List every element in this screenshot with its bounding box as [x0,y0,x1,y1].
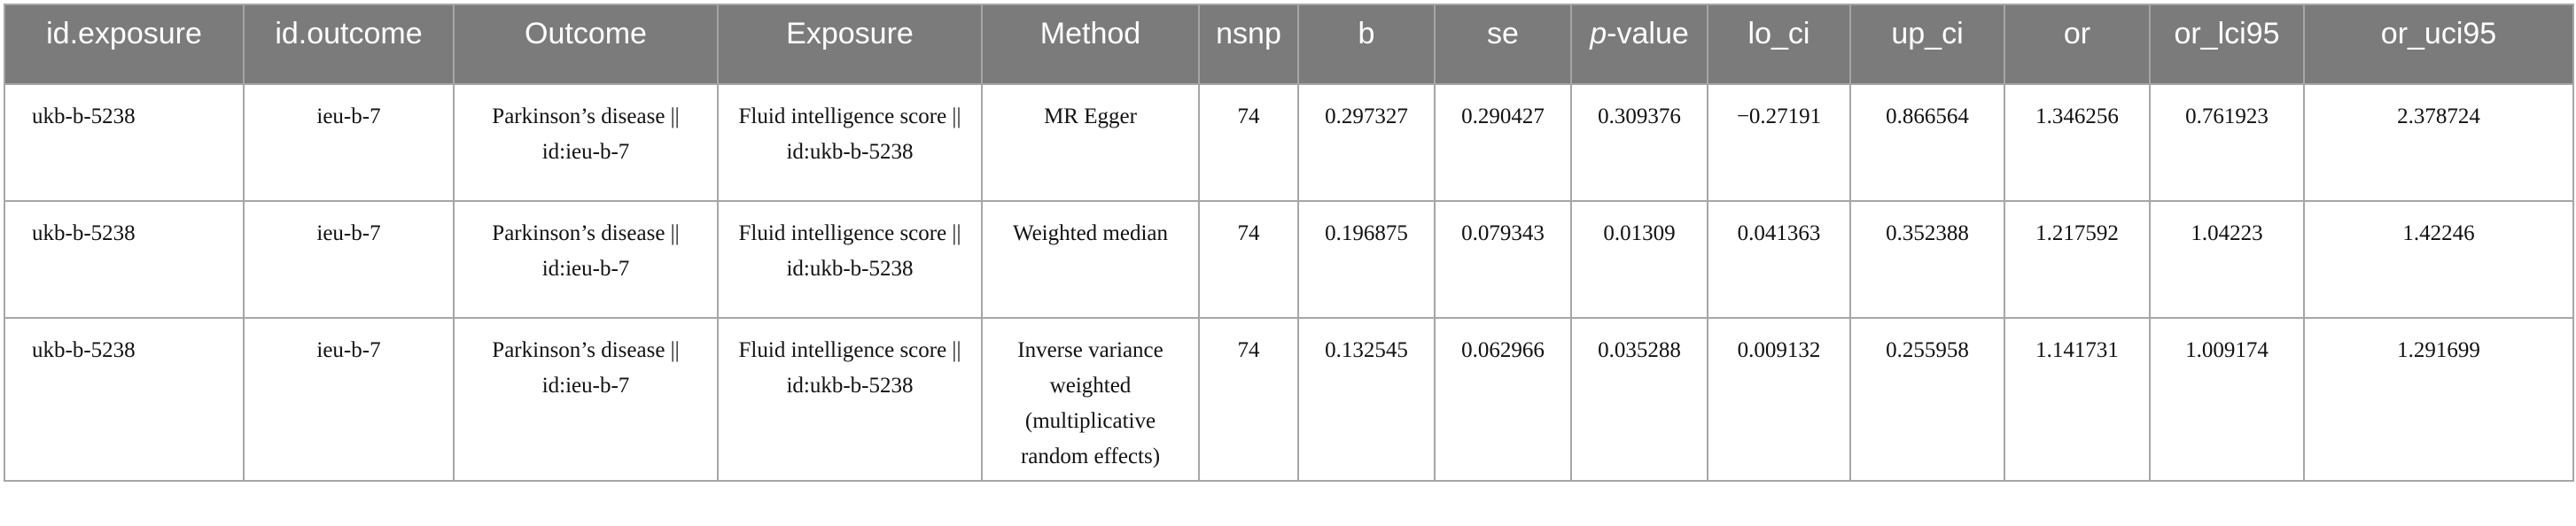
header-or-uci95: or_uci95 [2303,4,2574,85]
cell-p-value: 0.309376 [1570,83,1708,202]
cell-id-outcome: ieu-b-7 [243,317,455,482]
cell-id-exposure: ukb-b-5238 [4,200,245,319]
cell-or: 1.346256 [2004,83,2151,202]
cell-outcome: Parkinson’s disease || id:ieu-b-7 [453,83,719,202]
cell-outcome: Parkinson’s disease || id:ieu-b-7 [453,200,719,319]
cell-or-lci95: 1.009174 [2149,317,2305,482]
cell-method: Weighted median [981,200,1200,319]
cell-p-value: 0.035288 [1570,317,1708,482]
header-row: id.exposure id.outcome Outcome Exposure … [4,4,2574,85]
cell-lo-ci: 0.041363 [1707,200,1851,319]
header-id-exposure: id.exposure [4,4,245,85]
header-id-outcome: id.outcome [243,4,455,85]
header-b: b [1297,4,1436,85]
cell-se: 0.062966 [1434,317,1572,482]
header-method: Method [981,4,1200,85]
cell-outcome: Parkinson’s disease || id:ieu-b-7 [453,317,719,482]
cell-or-uci95: 2.378724 [2303,83,2574,202]
cell-exposure: Fluid intelligence score || id:ukb-b-523… [717,83,983,202]
header-outcome: Outcome [453,4,719,85]
header-lo-ci: lo_ci [1707,4,1851,85]
results-table: id.exposure id.outcome Outcome Exposure … [4,4,2574,482]
cell-id-exposure: ukb-b-5238 [4,317,245,482]
cell-b: 0.196875 [1297,200,1436,319]
cell-se: 0.290427 [1434,83,1572,202]
cell-or-lci95: 1.04223 [2149,200,2305,319]
cell-or-uci95: 1.42246 [2303,200,2574,319]
table-row: ukb-b-5238 ieu-b-7 Parkinson’s disease |… [4,200,2574,319]
table-row: ukb-b-5238 ieu-b-7 Parkinson’s disease |… [4,317,2574,482]
cell-or: 1.141731 [2004,317,2151,482]
cell-up-ci: 0.255958 [1849,317,2005,482]
cell-or: 1.217592 [2004,200,2151,319]
cell-nsnp: 74 [1198,83,1299,202]
cell-up-ci: 0.352388 [1849,200,2005,319]
header-or: or [2004,4,2151,85]
cell-se: 0.079343 [1434,200,1572,319]
header-up-ci: up_ci [1849,4,2005,85]
cell-lo-ci: 0.009132 [1707,317,1851,482]
cell-id-outcome: ieu-b-7 [243,83,455,202]
header-exposure: Exposure [717,4,983,85]
header-p-rest: -value [1607,17,1689,50]
table-wrapper: id.exposure id.outcome Outcome Exposure … [4,4,2574,482]
cell-b: 0.132545 [1297,317,1436,482]
cell-or-uci95: 1.291699 [2303,317,2574,482]
cell-nsnp: 74 [1198,317,1299,482]
cell-up-ci: 0.866564 [1849,83,2005,202]
cell-or-lci95: 0.761923 [2149,83,2305,202]
header-or-lci95: or_lci95 [2149,4,2305,85]
cell-p-value: 0.01309 [1570,200,1708,319]
cell-exposure: Fluid intelligence score || id:ukb-b-523… [717,200,983,319]
cell-method: MR Egger [981,83,1200,202]
header-nsnp: nsnp [1198,4,1299,85]
table-row: ukb-b-5238 ieu-b-7 Parkinson’s disease |… [4,83,2574,202]
header-se: se [1434,4,1572,85]
cell-id-outcome: ieu-b-7 [243,200,455,319]
header-p-italic: p [1590,17,1607,50]
cell-id-exposure: ukb-b-5238 [4,83,245,202]
cell-lo-ci: −0.27191 [1707,83,1851,202]
cell-nsnp: 74 [1198,200,1299,319]
cell-method: Inverse variance weighted (multiplicativ… [981,317,1200,482]
header-p-value: p-value [1570,4,1708,85]
cell-exposure: Fluid intelligence score || id:ukb-b-523… [717,317,983,482]
cell-b: 0.297327 [1297,83,1436,202]
